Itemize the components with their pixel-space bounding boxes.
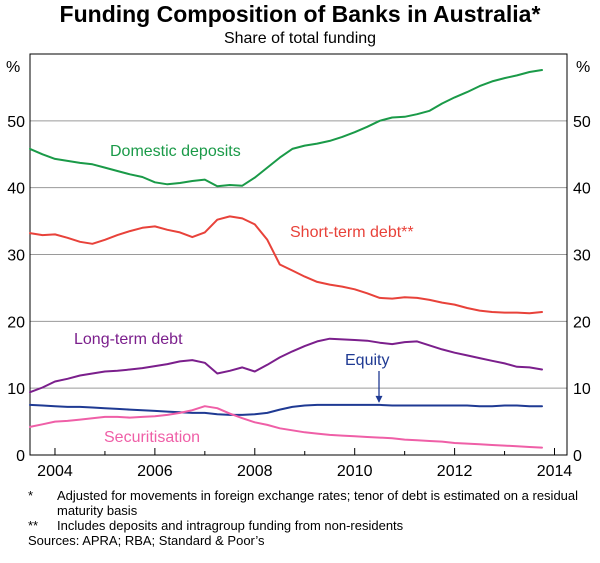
footnote-1-mark: * xyxy=(28,488,34,503)
series-line-equity xyxy=(29,403,543,416)
y-tick-label-right-20: 20 xyxy=(573,314,591,331)
series-line-securitisation xyxy=(29,405,543,449)
y-tick-label-right-30: 30 xyxy=(573,248,591,265)
footnote-2-mark: ** xyxy=(28,518,39,533)
series-label-securitisation: Securitisation xyxy=(104,429,200,446)
sources-note: Sources: APRA; RBA; Standard & Poor’s xyxy=(28,533,265,548)
y-tick-label-right-10: 10 xyxy=(573,381,591,398)
series-label-equity: Equity xyxy=(345,352,389,369)
y-tick-label-left-50: 50 xyxy=(7,114,25,131)
footnote-1: * Adjusted for movements in foreign exch… xyxy=(28,488,593,518)
y-tick-label-right-0: 0 xyxy=(573,448,582,465)
series-line-domestic-deposits xyxy=(29,69,543,188)
y-unit-right: % xyxy=(576,59,590,76)
x-tick-label-2008: 2008 xyxy=(237,463,273,480)
y-tick-label-left-30: 30 xyxy=(7,248,25,265)
y-tick-label-left-0: 0 xyxy=(16,448,25,465)
y-unit-left: % xyxy=(6,59,20,76)
chart-title: Funding Composition of Banks in Australi… xyxy=(59,1,541,27)
series-line-long-term-debt xyxy=(29,337,543,394)
y-tick-label-left-20: 20 xyxy=(7,314,25,331)
footnotes: * Adjusted for movements in foreign exch… xyxy=(28,488,593,548)
series-label-short-term-debt: Short-term debt** xyxy=(290,224,414,241)
equity-pointer-arrow-head xyxy=(375,395,383,403)
series-line-short-term-debt- xyxy=(29,215,543,315)
series-label-domestic-deposits: Domestic deposits xyxy=(110,143,241,160)
x-tick-label-2010: 2010 xyxy=(337,463,373,480)
y-tick-label-right-50: 50 xyxy=(573,114,591,131)
series-label-long-term-debt: Long-term debt xyxy=(74,331,183,348)
y-tick-label-left-10: 10 xyxy=(7,381,25,398)
chart-subtitle: Share of total funding xyxy=(223,30,377,47)
x-tick-label-2004: 2004 xyxy=(37,463,73,480)
footnote-2: ** Includes deposits and intragroup fund… xyxy=(28,518,593,533)
x-tick-label-2006: 2006 xyxy=(137,463,173,480)
footnote-1-text: Adjusted for movements in foreign exchan… xyxy=(57,488,579,518)
plot-frame xyxy=(29,53,568,456)
x-tick-label-2012: 2012 xyxy=(437,463,473,480)
x-tick-label-2014: 2014 xyxy=(537,463,573,480)
y-tick-label-right-40: 40 xyxy=(573,181,591,198)
y-tick-label-left-40: 40 xyxy=(7,181,25,198)
footnote-2-text: Includes deposits and intragroup funding… xyxy=(57,518,404,533)
